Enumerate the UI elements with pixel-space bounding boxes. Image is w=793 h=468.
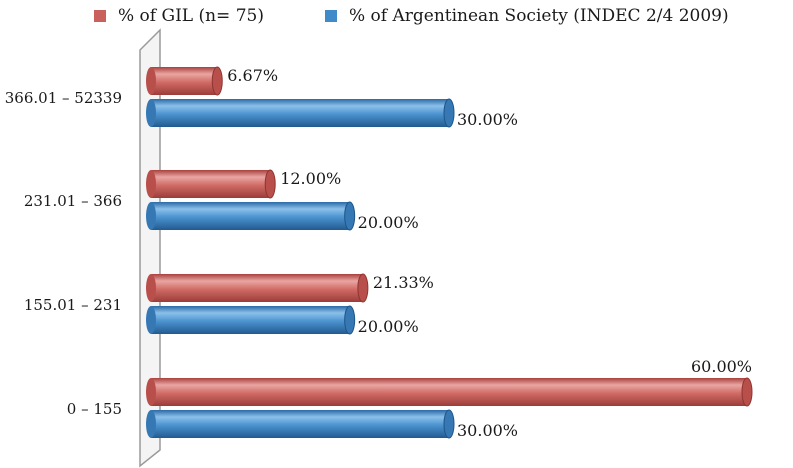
bar-society-2 (146, 201, 356, 231)
legend-item-gil: % of GIL (n= 75) (94, 6, 264, 26)
data-label: 20.00% (358, 213, 419, 232)
bar-body (151, 306, 350, 334)
legend-item-society: % of Argentinean Society (INDEC 2/4 2009… (325, 6, 729, 26)
bars-layer (146, 66, 753, 439)
data-label: 30.00% (457, 421, 518, 440)
data-labels: 60.00% 30.00% 21.33% 20.00% 12.00% 20.00% 6.67… (227, 66, 752, 440)
bar-gil-1 (146, 273, 369, 303)
bar-gil-2 (146, 169, 276, 199)
bar-start-cap (146, 99, 156, 127)
data-label: 12.00% (280, 169, 341, 188)
bar-start-cap (146, 202, 156, 230)
data-label: 20.00% (358, 317, 419, 336)
bar-gil-0 (146, 377, 753, 407)
bar-society-0 (146, 409, 455, 439)
legend-label-society: % of Argentinean Society (INDEC 2/4 2009… (349, 6, 729, 26)
category-tick-label: 231.01 – 366 (24, 192, 122, 210)
bar-end-cap (344, 305, 356, 335)
category-axis: 0 – 155 155.01 – 231 231.01 – 366 366.01 – … (5, 89, 122, 418)
bar-start-cap (146, 410, 156, 438)
bar-end-cap (741, 377, 753, 407)
bar-start-cap (146, 67, 156, 95)
data-label: 60.00% (691, 357, 752, 376)
bar-body (151, 274, 363, 302)
bar-start-cap (146, 170, 156, 198)
bar-body (151, 202, 350, 230)
bar-body (151, 170, 271, 198)
bar-start-cap (146, 378, 156, 406)
bar-end-cap (443, 98, 455, 128)
data-label: 21.33% (373, 273, 434, 292)
category-tick-label: 155.01 – 231 (24, 296, 122, 314)
bar-end-cap (443, 409, 455, 439)
bar-start-cap (146, 306, 156, 334)
data-label: 30.00% (457, 110, 518, 129)
bar-gil-3 (146, 66, 223, 96)
data-label: 6.67% (227, 66, 278, 85)
category-tick-label: 366.01 – 52339 (5, 89, 122, 107)
legend-swatch-gil (94, 10, 106, 22)
bar-body (151, 99, 449, 127)
bar-body (151, 378, 747, 406)
bar-end-cap (211, 66, 223, 96)
bar-end-cap (357, 273, 369, 303)
bar-end-cap (344, 201, 356, 231)
legend-label-gil: % of GIL (n= 75) (118, 6, 264, 26)
bar-society-3 (146, 98, 455, 128)
bar-body (151, 410, 449, 438)
bar-end-cap (264, 169, 276, 199)
category-tick-label: 0 – 155 (67, 400, 122, 418)
chart-back-wall (139, 28, 161, 468)
chart-wall (139, 28, 161, 468)
bar-society-1 (146, 305, 356, 335)
bar-start-cap (146, 274, 156, 302)
legend-swatch-society (325, 10, 337, 22)
bar-body (151, 67, 218, 95)
legend: % of GIL (n= 75) % of Argentinean Societ… (0, 2, 793, 30)
